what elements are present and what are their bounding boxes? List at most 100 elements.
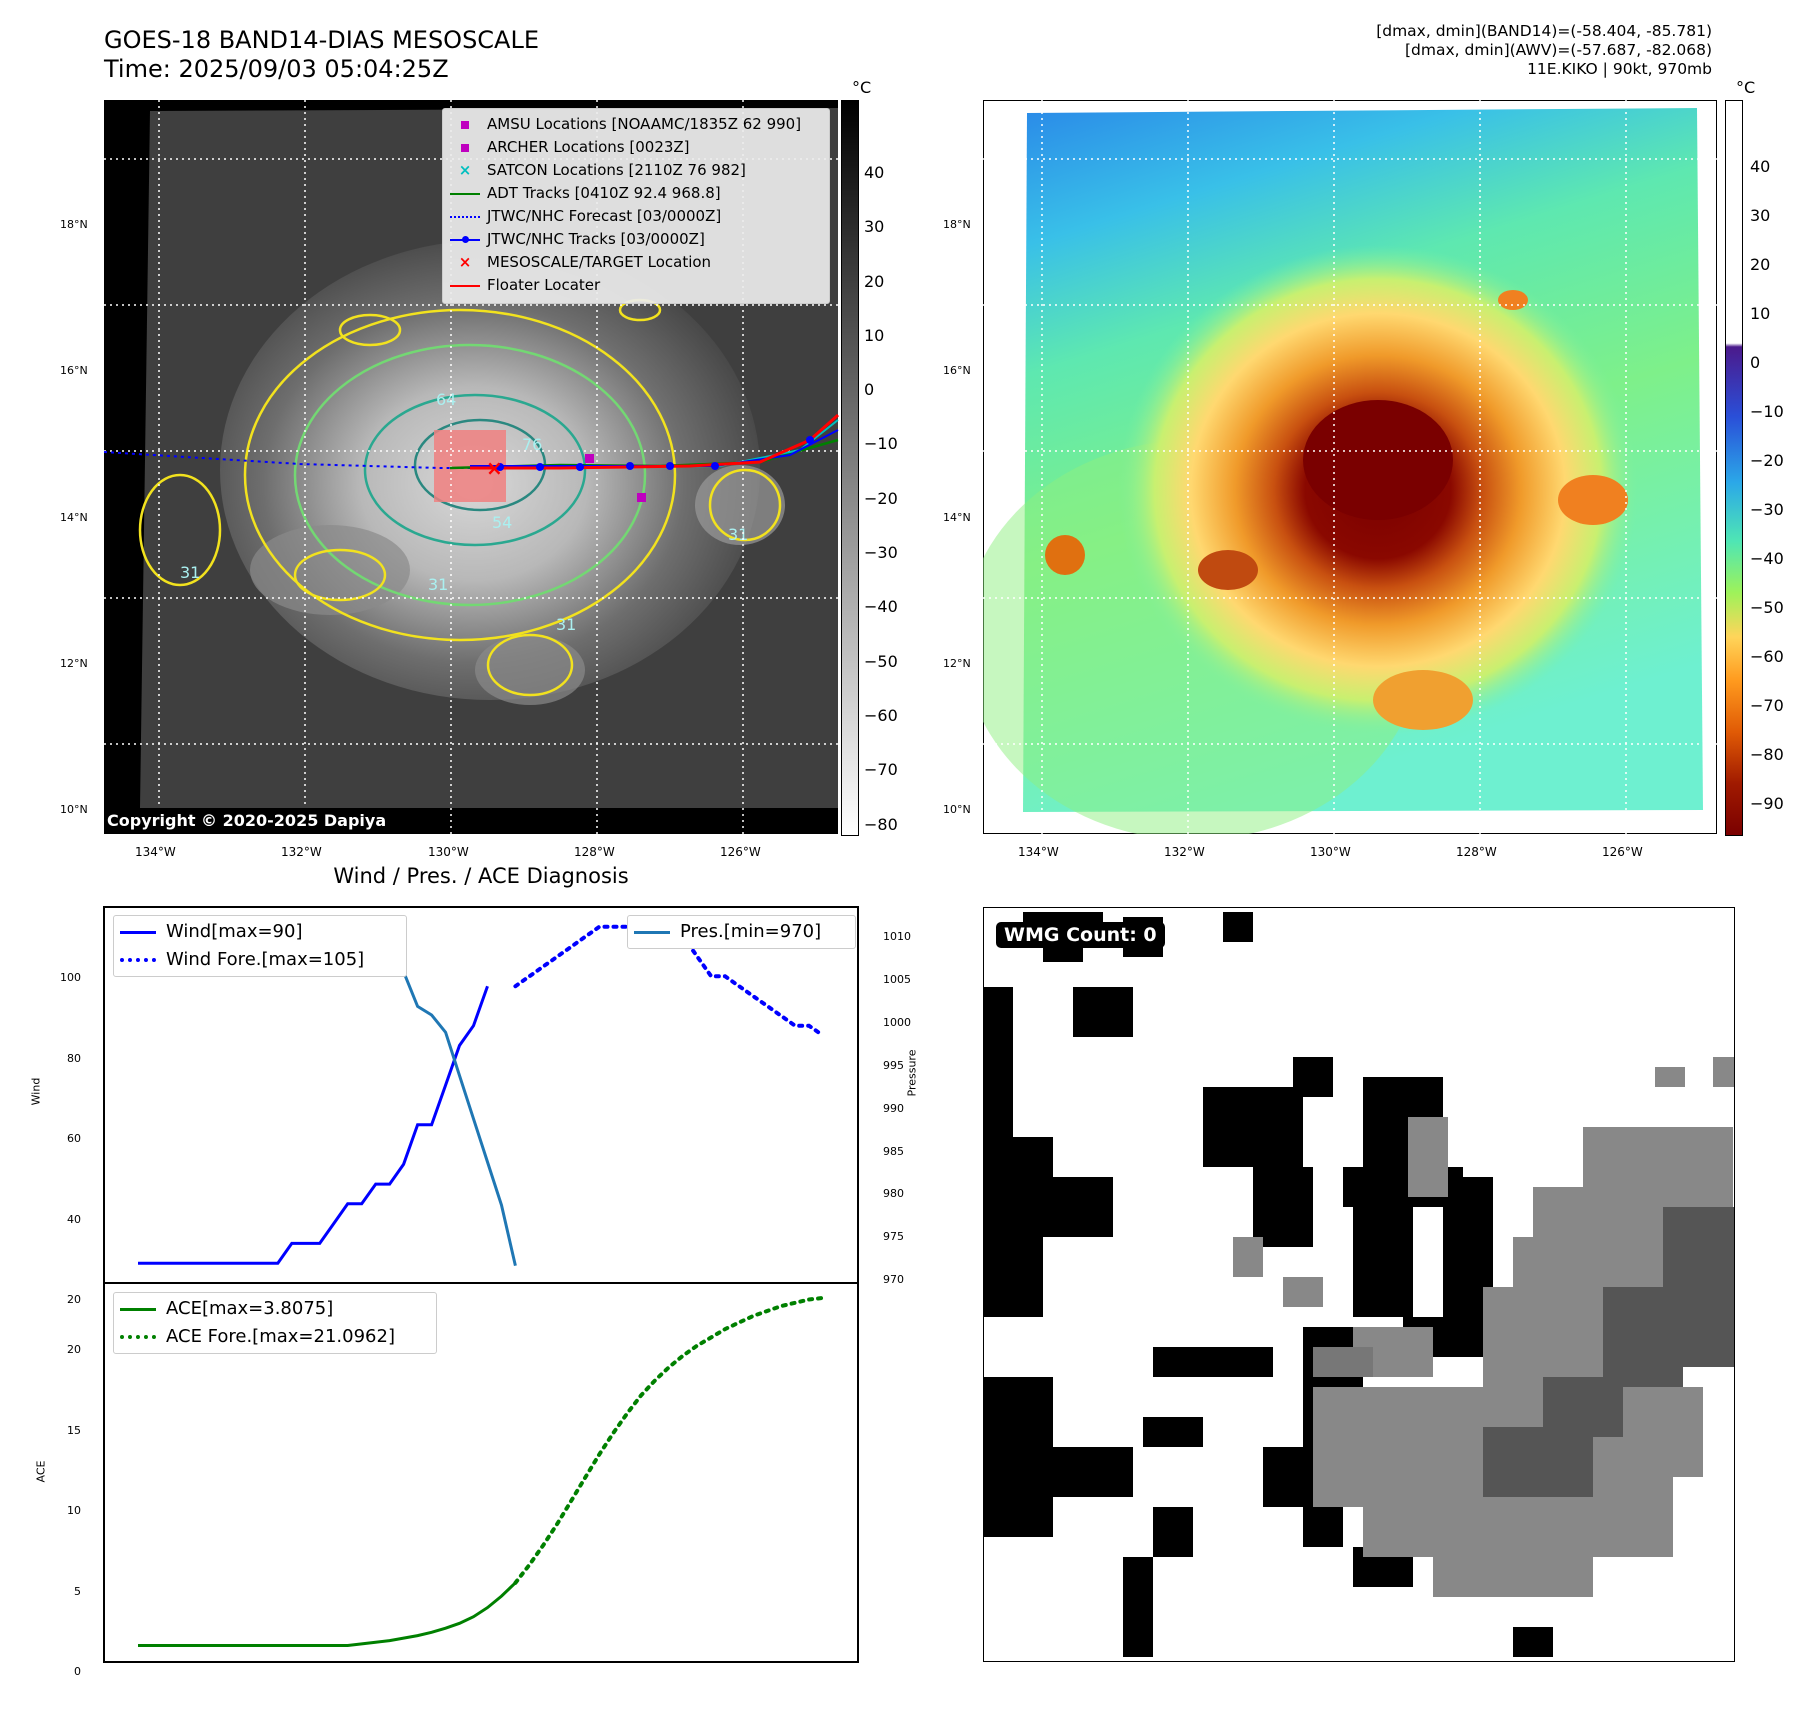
cbar-tick: −30 [864, 543, 898, 563]
target-x-marker: × [486, 456, 503, 480]
color-colorbar-ticks: 40 30 20 10 0 −10 −20 −30 −40 −50 −60 −7… [1750, 142, 1784, 828]
pressure-line-icon [634, 930, 670, 934]
ir-map-legend: AMSU Locations [NOAAMC/1835Z 62 990] ARC… [442, 108, 830, 304]
legend-row-adt: ADT Tracks [0410Z 92.4 968.8] [443, 182, 829, 205]
pressure-tick: 1010 [883, 930, 911, 943]
cbar-tick: 0 [1750, 353, 1761, 372]
cbar-tick: −90 [1750, 794, 1784, 813]
target-x-icon: × [458, 253, 472, 271]
ir-contours [138, 298, 782, 697]
pressure-ticks: 1010 1005 1000 995 990 985 980 975 970 [883, 916, 911, 1302]
legend-row-archer: ARCHER Locations [0023Z] [443, 136, 829, 159]
lon-label: 128°W [1456, 845, 1497, 859]
lat-label: 12°N [943, 656, 971, 670]
ir-lat-labels: 18°N 16°N 14°N 12°N 10°N [60, 152, 88, 883]
ace-forecast-dotted-icon [120, 1335, 156, 1339]
cbar-tick: 30 [864, 217, 885, 237]
cbar-tick: 10 [1750, 304, 1771, 323]
figure-title: GOES-18 BAND14-DIAS MESOSCALE Time: 2025… [104, 26, 539, 84]
lon-label: 126°W [1602, 845, 1643, 859]
wmg-black-regions [983, 912, 1553, 1657]
cbar-tick: −60 [864, 705, 898, 725]
lat-label: 10°N [943, 803, 971, 817]
satcon-x-icon: × [458, 161, 472, 179]
stat-storm: 11E.KIKO | 90kt, 970mb [1527, 60, 1712, 78]
color-map-gridlines [983, 100, 1717, 834]
legend-label: MESOSCALE/TARGET Location [487, 253, 712, 271]
pressure-tick: 980 [883, 1187, 904, 1201]
lon-label: 132°W [1164, 845, 1205, 859]
legend-row-pressure: Pres.[min=970] [634, 918, 849, 946]
cbar-tick: 20 [1750, 255, 1771, 274]
cbar-tick: 0 [864, 380, 875, 400]
lon-label: 130°W [428, 845, 469, 859]
cbar-tick: −70 [1750, 696, 1784, 715]
legend-row-wind-forecast: Wind Fore.[max=105] [120, 946, 400, 974]
jtwc-forecast-track [103, 451, 520, 469]
forecast-dotted-icon [450, 215, 480, 218]
ace-tick: 5 [74, 1584, 81, 1598]
ace-tick: 20 [67, 1343, 81, 1356]
ace-series-line [138, 1581, 517, 1647]
lat-label: 14°N [943, 510, 971, 524]
title-line-2: Time: 2025/09/03 05:04:25Z [104, 55, 449, 83]
adt-line-icon [450, 192, 480, 195]
wind-forecast-dotted-icon [120, 958, 156, 962]
lat-label: 18°N [943, 218, 971, 231]
legend-row-wind: Wind[max=90] [120, 918, 400, 946]
ace-line-icon [120, 1307, 156, 1311]
legend-label: JTWC/NHC Forecast [03/0000Z] [487, 207, 722, 225]
cbar-tick: −30 [1750, 500, 1784, 519]
lat-label: 18°N [60, 218, 88, 231]
legend-row-target: × MESOSCALE/TARGET Location [443, 251, 829, 274]
wind-tick: 60 [67, 1132, 81, 1145]
color-colorbar [1725, 100, 1743, 836]
lat-label: 12°N [60, 656, 88, 670]
wmg-count-badge: WMG Count: 0 [996, 922, 1165, 948]
ace-tick: 0 [74, 1665, 81, 1678]
cbar-tick: −20 [864, 488, 898, 508]
pressure-tick: 985 [883, 1144, 904, 1158]
legend-row-ace: ACE[max=3.8075] [120, 1295, 430, 1323]
ace-tick: 15 [67, 1423, 81, 1437]
floater-line-icon [450, 284, 480, 287]
wind-tick: 20 [67, 1293, 81, 1306]
pressure-legend: Pres.[min=970] [627, 915, 856, 949]
lon-label: 130°W [1310, 845, 1351, 859]
contour-label: 76 [522, 435, 542, 454]
cbar-tick: −70 [864, 760, 898, 780]
wind-tick: 100 [60, 971, 81, 984]
diag-title: Wind / Pres. / ACE Diagnosis [333, 864, 629, 888]
color-map-panel [983, 100, 1717, 834]
legend-label: SATCON Locations [2110Z 76 982] [487, 161, 746, 179]
cbar-tick: −50 [864, 651, 898, 671]
cbar-tick: 30 [1750, 206, 1771, 225]
amsu-square-icon [461, 121, 469, 129]
lon-label: 134°W [135, 845, 176, 859]
wind-series-line [138, 985, 489, 1265]
pressure-tick: 975 [883, 1230, 904, 1244]
wind-tick: 80 [67, 1051, 81, 1065]
cbar-tick: −80 [1750, 745, 1784, 764]
cbar-tick: −80 [864, 814, 898, 834]
cbar-tick: 10 [864, 325, 885, 345]
title-line-1: GOES-18 BAND14-DIAS MESOSCALE [104, 26, 540, 54]
lat-label: 16°N [60, 364, 88, 378]
ace-tick: 10 [67, 1504, 81, 1517]
cbar-tick: −20 [1750, 451, 1784, 470]
cbar-tick: −10 [864, 434, 898, 454]
contour-label: 54 [492, 513, 512, 532]
stat-band14: [dmax, dmin](BAND14)=(-58.404, -85.781) [1376, 22, 1712, 40]
lat-label: 14°N [60, 510, 88, 524]
pressure-tick: 990 [883, 1101, 904, 1115]
amsu-marker [585, 454, 594, 463]
wind-tick: 40 [67, 1212, 81, 1226]
wind-axis-label: Wind [29, 1077, 43, 1106]
pressure-tick: 995 [883, 1058, 904, 1072]
stat-awv: [dmax, dmin](AWV)=(-57.687, -82.068) [1405, 41, 1712, 59]
lat-label: 16°N [943, 364, 971, 378]
contour-label: 31 [556, 615, 576, 634]
wind-line-icon [120, 930, 156, 934]
legend-label: JTWC/NHC Tracks [03/0000Z] [487, 230, 705, 248]
legend-row-forecast: JTWC/NHC Forecast [03/0000Z] [443, 205, 829, 228]
